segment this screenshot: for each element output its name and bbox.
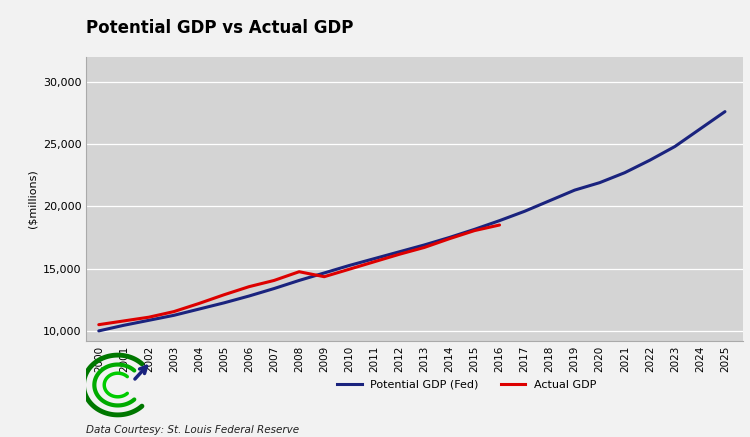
Y-axis label: ($millions): ($millions): [27, 170, 38, 228]
Legend: Potential GDP (Fed), Actual GDP: Potential GDP (Fed), Actual GDP: [332, 375, 602, 395]
Text: Potential GDP vs Actual GDP: Potential GDP vs Actual GDP: [86, 19, 354, 37]
Text: Data Courtesy: St. Louis Federal Reserve: Data Courtesy: St. Louis Federal Reserve: [86, 425, 299, 435]
